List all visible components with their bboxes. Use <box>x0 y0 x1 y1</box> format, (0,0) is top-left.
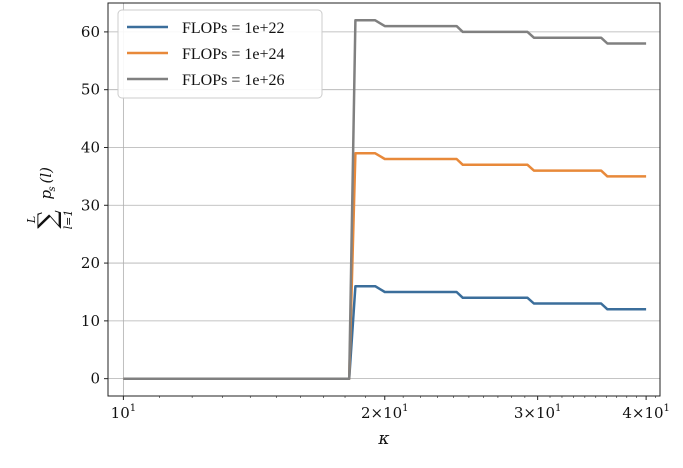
legend-box <box>117 9 323 99</box>
legend-label: FLOPs = 1e+24 <box>182 46 285 63</box>
y-axis-label-arg: (l) <box>37 167 55 184</box>
y-axis-label-sum: ∑ <box>33 210 63 229</box>
y-tick-label: 40 <box>81 138 100 156</box>
legend: FLOPs = 1e+22 FLOPs = 1e+24 FLOPs = 1e+26 <box>117 9 323 99</box>
x-axis-label: κ <box>377 429 389 449</box>
y-axis-label-term: p <box>37 190 55 200</box>
y-tick-label: 30 <box>81 196 100 214</box>
series-line-flops-1e-26 <box>123 19 647 380</box>
series-lines <box>123 19 647 380</box>
plot-area-frame <box>107 2 661 397</box>
x-tick-label: 2×101 <box>361 403 409 422</box>
y-tick-label: 0 <box>90 370 100 388</box>
y-tick-label: 10 <box>81 312 100 330</box>
x-axis-ticks: 101 2×101 3×101 4×101 <box>111 396 670 422</box>
y-tick-label: 20 <box>81 254 100 272</box>
y-axis-label-lower: l=1 <box>62 210 75 230</box>
y-tick-label: 60 <box>81 23 100 41</box>
series-line-flops-1e-22 <box>123 284 647 380</box>
y-axis-ticks: 0 10 20 30 40 50 60 <box>81 23 108 388</box>
y-axis-label-upper: L <box>25 216 38 224</box>
x-tick-label: 4×101 <box>622 403 670 422</box>
x-tick-label: 3×101 <box>514 403 562 422</box>
legend-label: FLOPs = 1e+22 <box>182 20 285 37</box>
y-axis-label-sub: s <box>47 186 58 191</box>
y-tick-label: 50 <box>81 81 100 99</box>
series-line-flops-1e-24 <box>123 152 647 380</box>
y-axis-label: ∑ L l=1 p s (l) <box>25 167 75 230</box>
x-tick-label: 101 <box>111 403 136 422</box>
legend-label: FLOPs = 1e+26 <box>182 72 285 89</box>
